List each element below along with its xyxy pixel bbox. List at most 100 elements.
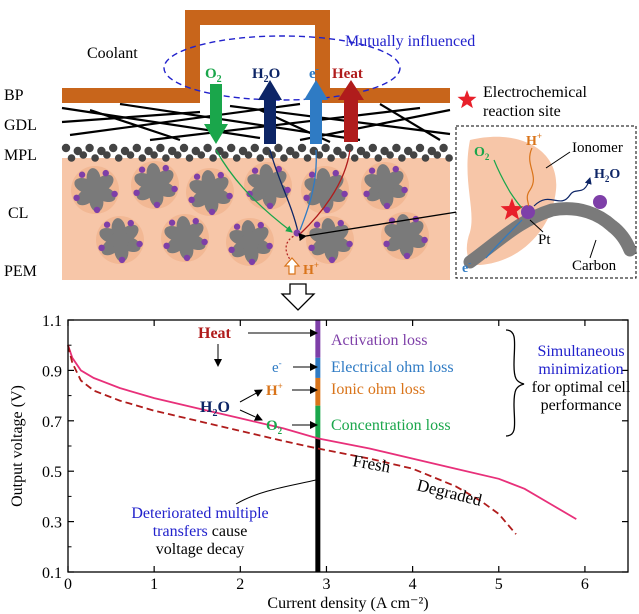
mpl-particle — [168, 146, 177, 156]
o2-path — [215, 149, 293, 233]
mpl-particle — [315, 151, 324, 159]
inset-carbon-label: Carbon — [572, 258, 617, 274]
x-axis-label: Current density (A cm⁻²) — [267, 595, 428, 612]
reaction-dot — [293, 229, 301, 237]
mpl-particle — [197, 151, 206, 159]
mpl-particle — [97, 146, 106, 156]
mpl-particle — [203, 143, 212, 153]
inset-o2-path — [493, 159, 523, 209]
annot-h2o-up — [239, 389, 263, 403]
mpl-particle — [439, 143, 448, 153]
mpl-particle — [250, 143, 259, 153]
proton-arrow — [283, 257, 301, 275]
mpl-particle — [368, 143, 377, 153]
inset-carbon — [463, 202, 637, 269]
mpl-particle — [427, 146, 436, 156]
mpl-particle — [286, 146, 295, 156]
mpl-particle — [421, 154, 430, 162]
mpl-particle — [114, 154, 123, 162]
reaction-legend-line2: reaction site — [483, 103, 561, 120]
mutual-label: Mutually influenced — [345, 33, 475, 50]
mpl-particle — [274, 143, 283, 153]
plot-frame — [67, 319, 629, 573]
mpl-particle — [91, 154, 99, 162]
inset-pt-label: Pt — [538, 232, 551, 248]
annot-deteriorated-leader — [235, 479, 317, 505]
annot-h2o: H2O — [200, 399, 230, 419]
x-tick-label: 5 — [495, 576, 503, 593]
annot-simultaneous-1: Simultaneous — [537, 343, 624, 360]
proton-path — [285, 235, 295, 263]
inset-h2o-label: H2O — [594, 167, 620, 184]
polarization-chart: 0 1 2 3 4 5 6 0.1 0.3 0.5 0.7 0.9 1.1 Current densit… — [9, 313, 631, 612]
o2-arrow — [204, 84, 228, 144]
inset-pt-2 — [593, 195, 607, 209]
mpl-particle — [356, 146, 366, 156]
mpl-particle — [262, 146, 271, 156]
mpl-particle — [185, 154, 194, 162]
mpl-particle — [227, 143, 236, 153]
y-tick-label: 0.1 — [42, 565, 62, 582]
inset-ionomer-label: Ionomer — [572, 140, 623, 156]
mpl-particle — [209, 154, 217, 162]
inset: O2 H+ Ionomer H2O Pt Carbon e- — [455, 125, 637, 279]
mpl-particle — [73, 146, 83, 156]
mpl-particle — [162, 154, 170, 162]
mpl-particle — [126, 151, 135, 159]
mpl-particle — [327, 154, 335, 162]
mpl-particle — [150, 151, 158, 159]
heat-arrow — [338, 80, 364, 142]
reaction-legend-line1: Electrochemical — [483, 84, 587, 101]
mpl-particle — [362, 151, 371, 159]
mpl-particle — [67, 154, 76, 162]
inset-h-path — [526, 147, 535, 207]
loss-label-concentration: Concentration loss — [331, 417, 451, 434]
o2-label: O2 — [205, 66, 222, 85]
h2o-arrow — [258, 80, 282, 144]
x-tick-label: 6 — [581, 576, 589, 593]
carbon-cluster — [71, 166, 119, 214]
mpl-particle — [120, 146, 130, 156]
mpl-particle — [415, 143, 425, 153]
y-axis-label: Output voltage (V) — [9, 385, 26, 507]
mpl-particle — [380, 146, 389, 156]
carbon-cluster — [161, 214, 209, 262]
inset-e-path — [485, 219, 523, 259]
e-arrow — [304, 80, 328, 144]
annot-e: e- — [272, 358, 282, 376]
annot-simultaneous-2: minimization — [538, 361, 623, 378]
loss-label-ionic: Ionic ohm loss — [331, 381, 425, 398]
mpl-particle — [303, 154, 312, 162]
carbon-cluster — [131, 161, 179, 209]
mpl-particle — [109, 143, 118, 153]
inset-pt — [521, 205, 535, 219]
loss-label-electrical: Electrical ohm loss — [331, 359, 454, 376]
loss-label-activation: Activation loss — [331, 332, 427, 349]
carbon-cluster — [244, 162, 292, 210]
layer-label-mpl: MPL — [4, 147, 37, 164]
y-tick-label: 1.1 — [42, 313, 62, 330]
carbon-cluster — [186, 168, 234, 216]
mpl-particle — [433, 151, 442, 159]
y-tick-label: 0.9 — [42, 363, 62, 380]
carbon-cluster — [96, 216, 144, 264]
mpl-particle — [404, 146, 413, 156]
coolant-label: Coolant — [87, 45, 138, 62]
heat-path — [299, 149, 351, 235]
mpl-particle — [144, 146, 153, 156]
carbon-cluster — [306, 216, 354, 264]
mpl-particle — [345, 143, 354, 153]
mpl-particle — [321, 143, 330, 153]
mpl-particle — [333, 146, 342, 156]
mpl-particle — [221, 151, 229, 159]
inset-pt-leader — [529, 219, 544, 233]
h2o-label: H2O — [252, 66, 280, 85]
mpl-particle — [191, 146, 200, 156]
mpl-particle — [280, 154, 288, 162]
mpl-particle — [350, 154, 359, 162]
mpl-particle — [386, 151, 394, 159]
mpl-particle — [156, 143, 165, 153]
x-tick-label: 4 — [409, 576, 417, 593]
y-tick-label: 0.3 — [42, 515, 62, 532]
annot-hplus: H+ — [266, 381, 283, 399]
